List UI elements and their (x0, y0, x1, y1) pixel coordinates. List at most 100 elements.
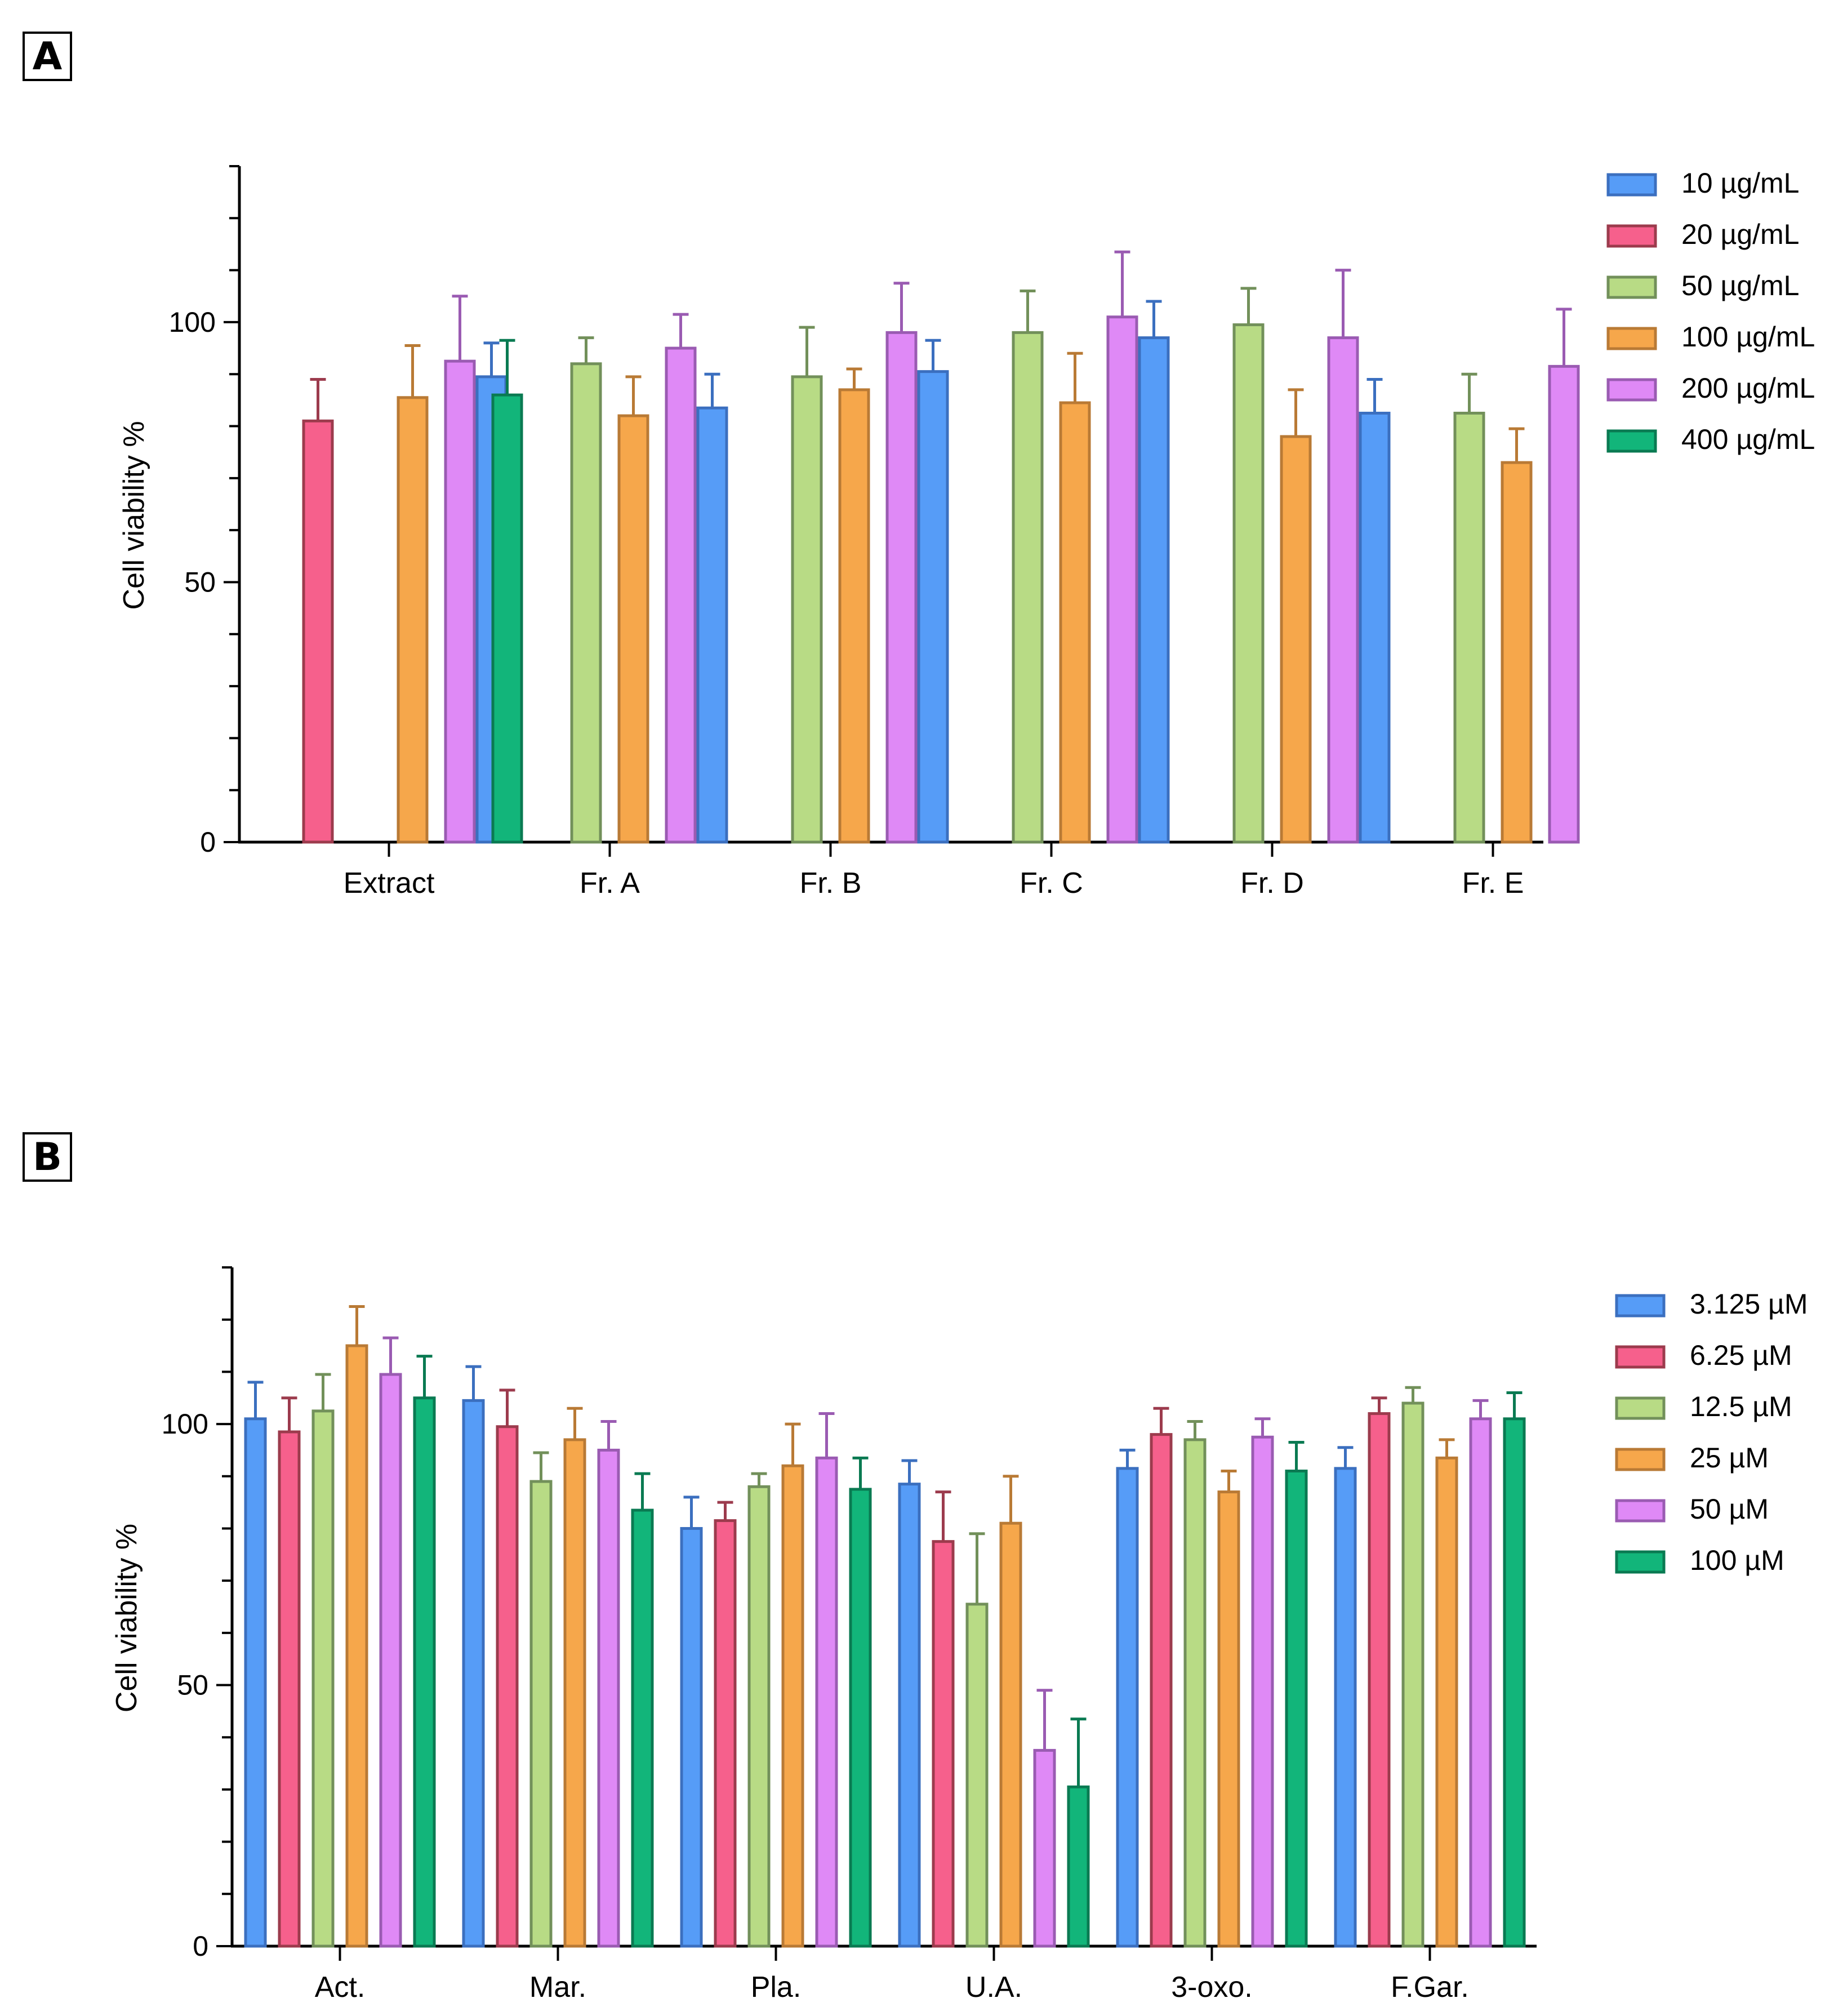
legend-swatch (1615, 1345, 1666, 1369)
bar-frc-series3 (1012, 331, 1044, 844)
bar-act-series6 (413, 1396, 436, 1948)
legend-b: 3.125 µM 6.25 µM 12.5 µM 25 µM 50 µM 100 µM (1615, 1288, 1808, 1576)
bar-pla-series3 (747, 1485, 771, 1948)
legend-label: 20 µg/mL (1681, 219, 1799, 250)
bar-fre-series4 (1501, 461, 1533, 844)
bar-fgar-series3 (1401, 1401, 1425, 1948)
legend-label: 6.25 µM (1690, 1339, 1792, 1371)
bar-pla-series5 (815, 1456, 838, 1948)
legend-swatch (1615, 1550, 1666, 1574)
bar-extract-series6 (491, 393, 523, 844)
axes-a: 0 50 100 Cell viability % Extract Fr. A Fr. B F… (118, 165, 1543, 900)
bar-ua-series2 (932, 1540, 955, 1948)
bar-fgar-series2 (1368, 1412, 1391, 1948)
panel-label-b: B (23, 1132, 72, 1182)
x-tick-label: U.A. (965, 1971, 1022, 2004)
legend-swatch (1615, 1294, 1666, 1318)
x-tick-label: Fr. B (800, 867, 862, 900)
bar-fra-series3 (570, 362, 602, 844)
bar-fgar-series1 (1334, 1467, 1357, 1948)
bar-frd-series3 (1232, 323, 1265, 844)
bar-chart-b: 0 50 100 Cell viability % Act. Mar. Pla. U.A. 3-… (110, 1266, 1808, 2004)
bar-fgar-series6 (1503, 1417, 1526, 1948)
bar-frc-series4 (1059, 401, 1091, 844)
legend-swatch (1615, 1448, 1666, 1471)
bar-frb-series3 (791, 375, 823, 844)
y-tick-label: 0 (200, 826, 216, 858)
bar-pla-series4 (781, 1464, 804, 1948)
bars-b (244, 1305, 1526, 1948)
x-tick-label: Fr. A (580, 867, 640, 900)
bar-3oxo-series1 (1116, 1467, 1139, 1948)
bar-act-series4 (345, 1344, 368, 1948)
bar-act-series2 (278, 1430, 301, 1948)
bar-3oxo-series2 (1150, 1433, 1173, 1948)
bar-ua-series1 (898, 1483, 921, 1948)
x-tick-label: F.Gar. (1391, 1971, 1469, 2004)
y-tick-label: 0 (193, 1930, 208, 1962)
y-tick-label: 100 (169, 306, 216, 338)
legend-a: 10 µg/mL 20 µg/mL 50 µg/mL 100 µg/mL 200 µg/… (1606, 167, 1815, 455)
bar-mar-series2 (496, 1425, 519, 1948)
x-tick-label: Act. (315, 1971, 366, 2004)
bar-fgar-series4 (1435, 1456, 1458, 1948)
bar-mar-series1 (462, 1399, 485, 1948)
bar-ua-series5 (1033, 1748, 1056, 1948)
bar-frc-series1 (917, 370, 949, 844)
legend-swatch (1615, 1396, 1666, 1420)
x-tick-label: Extract (344, 867, 435, 900)
legend-swatch (1606, 378, 1657, 402)
bar-fre-series5 (1548, 364, 1580, 844)
x-tick-label: Mar. (529, 1971, 586, 2004)
legend-label: 400 µg/mL (1681, 424, 1815, 455)
bar-chart-a: 0 50 100 Cell viability % Extract Fr. A Fr. B F… (118, 165, 1815, 900)
legend-swatch (1606, 429, 1657, 453)
bar-act-series1 (244, 1417, 267, 1948)
bar-mar-series3 (529, 1480, 553, 1948)
bar-ua-series4 (999, 1521, 1022, 1948)
bar-fgar-series5 (1469, 1417, 1492, 1948)
legend-label: 50 µM (1690, 1493, 1769, 1525)
legend-label: 3.125 µM (1690, 1288, 1808, 1320)
bar-frd-series5 (1327, 336, 1359, 844)
legend-label: 100 µg/mL (1681, 321, 1815, 353)
bar-ua-series3 (965, 1603, 989, 1948)
axes-b: 0 50 100 Cell viability % Act. Mar. Pla. U.A. 3-… (110, 1266, 1537, 2004)
x-tick-label: Fr. D (1240, 867, 1304, 900)
legend-swatch (1615, 1499, 1666, 1523)
y-tick-label: 50 (177, 1670, 208, 1701)
legend-label: 100 µM (1690, 1545, 1784, 1576)
x-tick-label: Fr. E (1462, 867, 1524, 900)
bar-extract-series5 (444, 359, 476, 844)
bar-frd-series1 (1138, 336, 1170, 844)
bar-act-series3 (311, 1409, 335, 1948)
bar-3oxo-series3 (1183, 1438, 1207, 1948)
bar-extract-series4 (397, 396, 429, 844)
legend-swatch (1606, 224, 1657, 248)
bar-3oxo-series4 (1217, 1490, 1240, 1948)
x-tick-label: Fr. C (1020, 867, 1083, 900)
bar-fre-series3 (1453, 411, 1485, 844)
bar-fre-series1 (1359, 411, 1391, 844)
bar-frc-series5 (1106, 315, 1138, 844)
legend-label: 12.5 µM (1690, 1391, 1792, 1422)
bar-mar-series6 (631, 1508, 654, 1948)
legend-label: 50 µg/mL (1681, 270, 1799, 301)
legend-label: 25 µM (1690, 1442, 1769, 1474)
bar-extract-series2 (302, 419, 334, 844)
bar-frb-series4 (838, 388, 870, 844)
y-axis-title: Cell viability % (110, 1524, 143, 1712)
bar-mar-series4 (563, 1438, 586, 1948)
legend-label: 10 µg/mL (1681, 167, 1799, 199)
bar-pla-series6 (849, 1488, 872, 1948)
bar-ua-series6 (1067, 1785, 1090, 1948)
bar-mar-series5 (597, 1448, 620, 1948)
x-tick-label: Pla. (751, 1971, 802, 2004)
bar-fra-series5 (665, 346, 697, 844)
bar-3oxo-series5 (1251, 1435, 1274, 1948)
y-tick-label: 50 (184, 566, 216, 598)
y-tick-label: 100 (162, 1408, 208, 1440)
bar-pla-series1 (680, 1527, 703, 1948)
bar-pla-series2 (714, 1519, 737, 1948)
y-axis-title: Cell viability % (118, 421, 150, 609)
